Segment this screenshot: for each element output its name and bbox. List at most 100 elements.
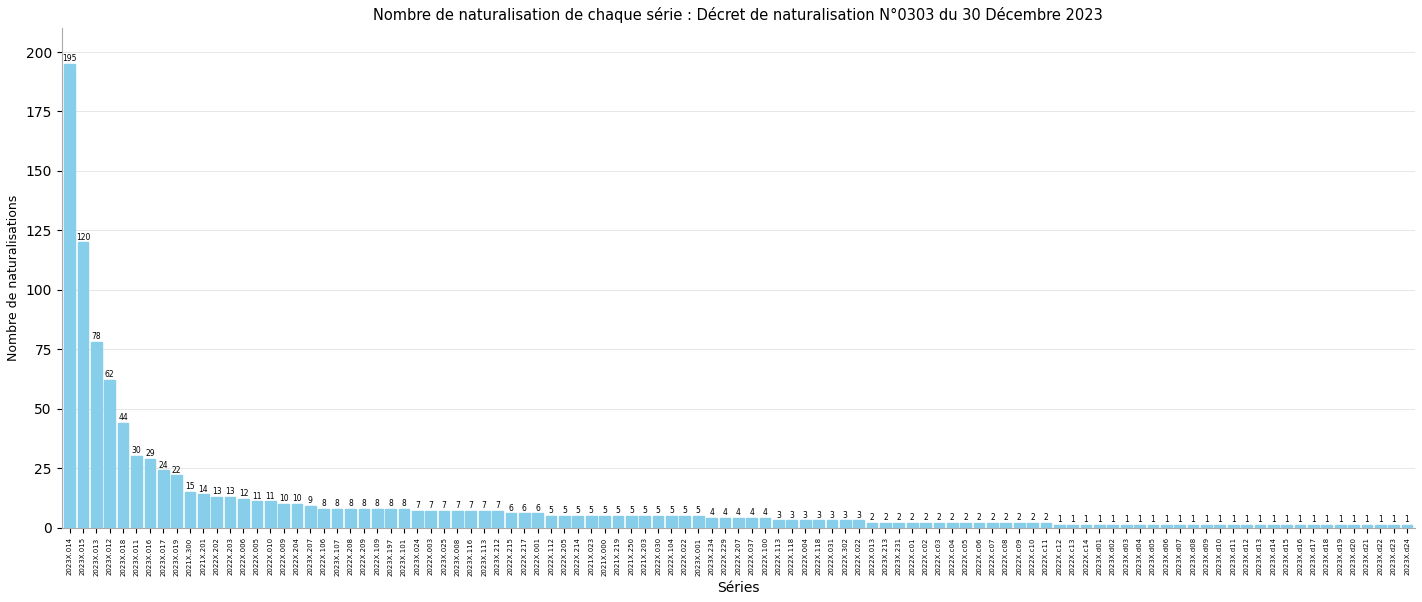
Text: 1: 1 bbox=[1190, 515, 1196, 524]
Text: 2: 2 bbox=[937, 513, 941, 522]
Bar bbox=[1187, 525, 1199, 527]
Text: 3: 3 bbox=[843, 510, 848, 520]
Text: 6: 6 bbox=[535, 503, 540, 512]
Text: 8: 8 bbox=[334, 499, 340, 508]
Bar bbox=[893, 523, 904, 527]
Text: 2: 2 bbox=[963, 513, 968, 522]
Bar bbox=[732, 518, 744, 527]
Bar bbox=[171, 475, 182, 527]
Bar bbox=[1081, 525, 1092, 527]
Text: 7: 7 bbox=[482, 501, 486, 510]
Bar bbox=[519, 514, 529, 527]
Text: 3: 3 bbox=[829, 510, 835, 520]
Bar bbox=[853, 520, 865, 527]
Text: 13: 13 bbox=[225, 487, 235, 496]
Text: 5: 5 bbox=[602, 506, 607, 515]
Text: 1: 1 bbox=[1165, 515, 1169, 524]
Text: 24: 24 bbox=[158, 461, 168, 470]
Bar bbox=[412, 511, 422, 527]
Bar bbox=[1335, 525, 1345, 527]
Text: 2: 2 bbox=[910, 513, 914, 522]
Bar bbox=[532, 514, 543, 527]
Text: 8: 8 bbox=[388, 499, 392, 508]
Bar bbox=[1001, 523, 1011, 527]
Text: 2: 2 bbox=[896, 513, 902, 522]
Bar bbox=[920, 523, 931, 527]
Bar bbox=[867, 523, 877, 527]
Bar bbox=[1294, 525, 1305, 527]
Text: 3: 3 bbox=[856, 510, 862, 520]
Bar bbox=[439, 511, 449, 527]
Bar bbox=[1254, 525, 1266, 527]
Text: 44: 44 bbox=[118, 413, 128, 422]
Text: 1: 1 bbox=[1351, 515, 1357, 524]
Text: 1: 1 bbox=[1217, 515, 1221, 524]
Text: 7: 7 bbox=[415, 501, 419, 510]
Bar bbox=[331, 509, 343, 527]
Bar bbox=[1094, 525, 1105, 527]
Title: Nombre de naturalisation de chaque série : Décret de naturalisation N°0303 du 30: Nombre de naturalisation de chaque série… bbox=[374, 7, 1103, 23]
Text: 7: 7 bbox=[468, 501, 474, 510]
Text: 2: 2 bbox=[1044, 513, 1048, 522]
Text: 11: 11 bbox=[252, 492, 262, 501]
Text: 2: 2 bbox=[870, 513, 875, 522]
Text: 22: 22 bbox=[172, 465, 182, 474]
Bar bbox=[319, 509, 328, 527]
Text: 4: 4 bbox=[762, 508, 768, 517]
Text: 1: 1 bbox=[1391, 515, 1396, 524]
Bar bbox=[599, 516, 610, 527]
Bar bbox=[786, 520, 798, 527]
Text: 29: 29 bbox=[145, 449, 155, 458]
Text: 62: 62 bbox=[105, 370, 115, 379]
Text: 1: 1 bbox=[1298, 515, 1303, 524]
Text: 195: 195 bbox=[63, 54, 77, 63]
Bar bbox=[1268, 525, 1278, 527]
Bar bbox=[640, 516, 650, 527]
Text: 7: 7 bbox=[455, 501, 459, 510]
Text: 1: 1 bbox=[1231, 515, 1236, 524]
Text: 1: 1 bbox=[1244, 515, 1249, 524]
Bar bbox=[64, 64, 75, 527]
Text: 4: 4 bbox=[722, 508, 728, 517]
Bar bbox=[292, 504, 303, 527]
Text: 6: 6 bbox=[522, 503, 526, 512]
Bar bbox=[198, 494, 209, 527]
Text: 2: 2 bbox=[950, 513, 954, 522]
Bar bbox=[479, 511, 489, 527]
Text: 1: 1 bbox=[1365, 515, 1369, 524]
Bar bbox=[145, 459, 155, 527]
Text: 5: 5 bbox=[629, 506, 634, 515]
Bar bbox=[506, 514, 516, 527]
Text: 14: 14 bbox=[199, 485, 208, 494]
Bar bbox=[1121, 525, 1132, 527]
Bar bbox=[1361, 525, 1372, 527]
Bar bbox=[212, 497, 222, 527]
Text: 9: 9 bbox=[309, 497, 313, 506]
Bar bbox=[279, 504, 289, 527]
Bar bbox=[880, 523, 890, 527]
Bar bbox=[573, 516, 583, 527]
Text: 12: 12 bbox=[239, 489, 249, 498]
Bar bbox=[559, 516, 570, 527]
Bar bbox=[264, 501, 276, 527]
Bar bbox=[1108, 525, 1118, 527]
Text: 30: 30 bbox=[132, 447, 141, 456]
Text: 5: 5 bbox=[589, 506, 593, 515]
Text: 5: 5 bbox=[562, 506, 567, 515]
Text: 10: 10 bbox=[279, 494, 289, 503]
Bar bbox=[385, 509, 395, 527]
Bar bbox=[987, 523, 998, 527]
Text: 8: 8 bbox=[361, 499, 367, 508]
Text: 4: 4 bbox=[710, 508, 714, 517]
Text: 5: 5 bbox=[576, 506, 580, 515]
Bar bbox=[1068, 525, 1078, 527]
Text: 1: 1 bbox=[1311, 515, 1315, 524]
Bar bbox=[158, 471, 169, 527]
Text: 78: 78 bbox=[91, 332, 101, 341]
Bar bbox=[1054, 525, 1065, 527]
Bar bbox=[974, 523, 984, 527]
Bar bbox=[425, 511, 437, 527]
Text: 1: 1 bbox=[1257, 515, 1263, 524]
Text: 3: 3 bbox=[789, 510, 795, 520]
Text: 1: 1 bbox=[1084, 515, 1088, 524]
